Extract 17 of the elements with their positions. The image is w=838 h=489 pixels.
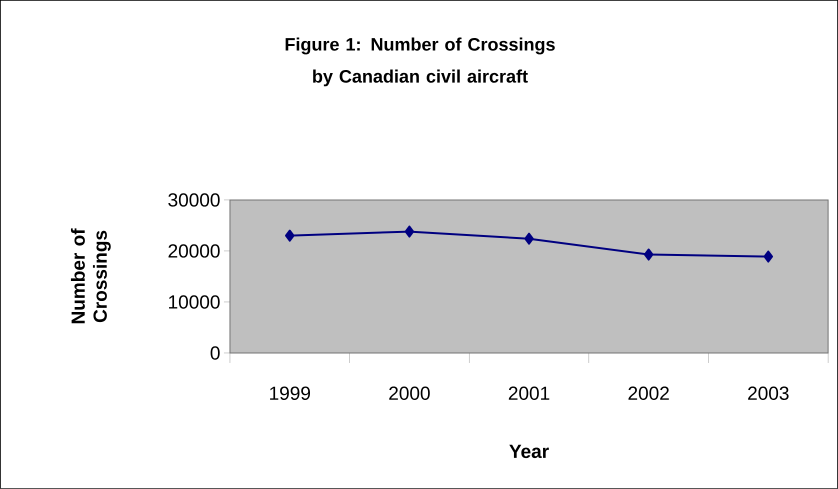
x-axis-title: Year [509, 444, 549, 458]
x-tick-label: 2003 [748, 386, 789, 400]
point [644, 248, 654, 261]
y-axis-title: Number of Crossings [70, 228, 111, 324]
point [285, 230, 295, 242]
y-tick-label: 10000 [169, 295, 220, 309]
x-tick-label: 1999 [270, 386, 310, 400]
point [764, 250, 774, 263]
point [524, 232, 534, 245]
point [404, 226, 414, 238]
x-tick-label: 2000 [389, 386, 430, 400]
y-tick-label: 20000 [168, 244, 220, 258]
y-tick-label: 30000 [168, 193, 220, 207]
x-tick-label: 2001 [508, 386, 550, 400]
x-tick-label: 2002 [628, 386, 669, 400]
y-tick-label: 0 [210, 346, 220, 360]
chart-title: Figure 1: Number of Crossings by Canadian civil aircraft [286, 38, 555, 86]
